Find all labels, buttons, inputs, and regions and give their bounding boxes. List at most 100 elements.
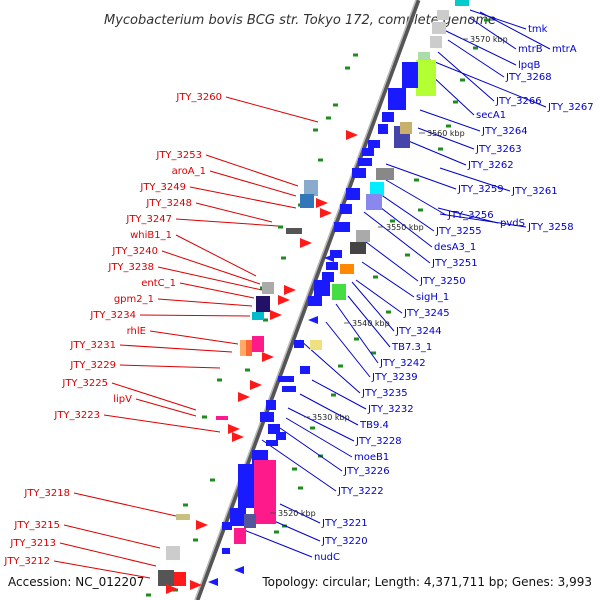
gene-label-left: JTY_3218 xyxy=(23,488,70,499)
gene-label-left: JTY_3240 xyxy=(111,246,158,257)
gene-block xyxy=(294,340,304,348)
gene-label-right: JTY_3264 xyxy=(481,126,528,137)
leader-line-left xyxy=(149,330,239,345)
gene-label-right: tmk xyxy=(528,24,548,35)
leader-line-right xyxy=(325,321,371,378)
gene-arrow-reverse xyxy=(234,566,244,574)
gene-label-right: JTY_3239 xyxy=(371,372,418,383)
leader-line-right xyxy=(365,241,419,282)
gene-block xyxy=(352,168,366,178)
genome-summary-text: Topology: circular; Length: 4,371,711 bp… xyxy=(261,575,592,589)
scale-labels: 3570 kbp 3560 kbp 3550 kbp 3540 kbp 3530 kbp… xyxy=(270,35,508,518)
gene-arrow-forward xyxy=(262,352,274,362)
gene-label-right: pvdS xyxy=(500,218,525,229)
gene-label-left: JTY_3234 xyxy=(89,310,136,321)
gene-arrow-forward xyxy=(320,208,332,218)
gene-label-left: JTY_3229 xyxy=(69,360,116,371)
gene-arrow-forward xyxy=(250,380,262,390)
gene-block xyxy=(430,36,442,48)
gene-block xyxy=(166,546,180,560)
leader-line-right xyxy=(439,167,511,192)
gene-block xyxy=(370,182,384,196)
gene-label-right: mtrB xyxy=(518,44,543,55)
leader-line-left xyxy=(119,344,233,353)
gene-label-right: JTY_3261 xyxy=(511,186,558,197)
leader-line-right xyxy=(417,127,475,150)
leader-line-left xyxy=(175,234,257,277)
gene-label-right: JTY_3258 xyxy=(527,222,574,233)
leader-line-right xyxy=(447,39,505,78)
gene-label-right: JTY_3259 xyxy=(457,184,504,195)
gene-block xyxy=(358,158,372,166)
gene-label-left: entC_1 xyxy=(141,278,176,289)
leader-line-right xyxy=(335,303,379,364)
gene-label-right: JTY_3226 xyxy=(343,466,390,477)
gene-block xyxy=(378,124,388,134)
gene-label-right: JTY_3268 xyxy=(505,72,552,83)
gene-block xyxy=(314,280,330,296)
gene-block xyxy=(276,432,286,440)
gene-block xyxy=(278,376,294,382)
gene-label-right: desA3_1 xyxy=(434,242,476,253)
gene-block xyxy=(222,548,230,554)
leader-line-right xyxy=(285,417,353,458)
gene-arrow-forward xyxy=(238,392,250,402)
gene-block xyxy=(268,424,280,434)
gene-block xyxy=(362,148,374,156)
gene-block xyxy=(222,522,232,530)
gene-block xyxy=(252,336,264,352)
leader-line-left xyxy=(63,524,161,549)
leader-line-right xyxy=(437,51,495,102)
leader-line-left xyxy=(157,298,253,307)
leader-line-right xyxy=(261,439,337,492)
leader-line-right xyxy=(375,203,433,248)
gene-block xyxy=(455,0,469,6)
gene-block xyxy=(304,180,318,196)
leader-line-left xyxy=(73,492,177,517)
leader-line-right xyxy=(437,207,499,224)
leader-line-left xyxy=(225,96,319,123)
gene-arrow-forward xyxy=(300,238,312,248)
gene-label-right: JTY_3245 xyxy=(403,308,450,319)
leader-line-right xyxy=(439,213,527,228)
gene-block xyxy=(262,282,274,294)
gene-block xyxy=(418,52,430,60)
gene-block xyxy=(260,412,274,422)
gene-block xyxy=(240,340,246,356)
leader-line-right xyxy=(299,393,359,426)
gene-block xyxy=(308,296,322,306)
gene-label-left: JTY_3249 xyxy=(139,182,186,193)
gene-label-left: JTY_3248 xyxy=(145,198,192,209)
gene-label-right: sigH_1 xyxy=(416,292,449,303)
gene-block xyxy=(402,62,418,88)
gene-block xyxy=(334,222,350,232)
gene-label-right: JTY_3244 xyxy=(395,326,442,337)
leader-line-left xyxy=(53,560,151,579)
gene-label-right: mtrA xyxy=(552,44,577,55)
gene-block xyxy=(340,264,354,274)
gene-block xyxy=(366,194,382,210)
gene-arrow-forward xyxy=(346,130,358,140)
leader-line-right xyxy=(469,17,517,50)
gene-labels: JTY_3260 JTY_3253 aroA_1 JTY_3249 JTY_3248 JT… xyxy=(3,24,593,567)
gene-label-right: JTY_3256 xyxy=(447,210,494,221)
gene-block xyxy=(340,204,352,214)
leader-line-right xyxy=(429,59,547,108)
leader-line-left xyxy=(195,202,273,223)
leader-line-left xyxy=(59,542,157,567)
gene-label-right: nudC xyxy=(314,552,340,563)
leader-line-left xyxy=(135,398,197,417)
gene-label-left: JTY_3253 xyxy=(155,150,202,161)
gene-label-right: JTY_3263 xyxy=(475,144,522,155)
scale-label: 3520 kbp xyxy=(278,509,316,518)
leader-line-left xyxy=(205,154,299,187)
gene-label-right: JTY_3232 xyxy=(367,404,414,415)
accession-text: Accession: NC_012207 xyxy=(8,575,144,589)
leader-line-left xyxy=(175,218,279,227)
gene-label-left: JTY_3212 xyxy=(3,556,50,567)
leader-line-right xyxy=(355,279,403,314)
gene-block xyxy=(158,570,174,586)
gene-arrow-forward xyxy=(166,584,178,594)
genome-axis xyxy=(194,0,421,600)
